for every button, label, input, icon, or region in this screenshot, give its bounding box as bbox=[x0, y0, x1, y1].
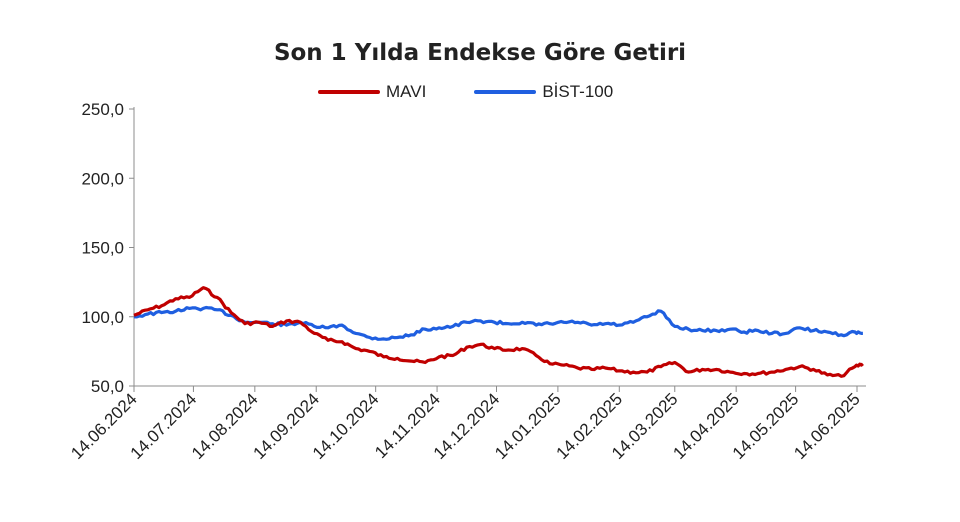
y-tick-label: 200,0 bbox=[81, 169, 124, 188]
series-lines bbox=[133, 286, 864, 378]
legend-item-mavi: MAVI bbox=[318, 82, 426, 102]
legend-swatch-bist100 bbox=[474, 90, 537, 94]
series-line-mavi bbox=[133, 286, 864, 378]
y-tick-label: 150,0 bbox=[81, 239, 124, 258]
axes: 250,0200,0150,0100,050,014.06.202414.07.… bbox=[67, 100, 866, 463]
legend-label-mavi: MAVI bbox=[386, 82, 427, 101]
legend-item-bist100: BİST-100 bbox=[474, 82, 613, 102]
legend-label-bist100: BİST-100 bbox=[542, 82, 614, 101]
x-tick-label: 14.06.2025 bbox=[790, 389, 864, 463]
y-tick-label: 250,0 bbox=[81, 100, 124, 119]
legend-swatch-mavi bbox=[318, 90, 380, 94]
y-tick-label: 50,0 bbox=[91, 377, 124, 396]
chart-title: Son 1 Yılda Endekse Göre Getiri bbox=[273, 40, 687, 66]
y-tick-label: 100,0 bbox=[81, 308, 124, 327]
legend: MAVI BİST-100 bbox=[318, 82, 661, 102]
